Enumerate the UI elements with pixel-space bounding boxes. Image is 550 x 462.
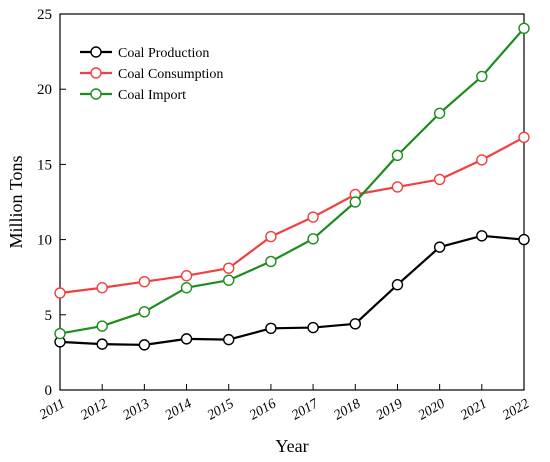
data-point-coal-import bbox=[391, 149, 404, 162]
data-point-coal-production bbox=[518, 233, 530, 246]
data-point-coal-consumption bbox=[265, 230, 277, 243]
data-point-coal-consumption bbox=[180, 269, 193, 282]
x-tick-label: 2015 bbox=[205, 396, 237, 423]
data-point-coal-production bbox=[349, 318, 361, 330]
data-point-coal-production bbox=[96, 338, 108, 350]
data-point-coal-production bbox=[223, 333, 235, 346]
x-tick-label: 2021 bbox=[458, 396, 490, 423]
y-axis-label: Million Tons bbox=[6, 156, 26, 249]
data-point-coal-consumption bbox=[307, 211, 319, 223]
x-tick-label: 2020 bbox=[416, 396, 448, 423]
legend-label-coal-consumption: Coal Consumption bbox=[118, 67, 223, 82]
data-point-coal-consumption bbox=[391, 181, 404, 193]
data-point-coal-import bbox=[223, 274, 235, 286]
x-tick-label: 2017 bbox=[289, 396, 322, 423]
x-tick-label: 2018 bbox=[332, 396, 364, 423]
x-axis-label: Year bbox=[275, 436, 308, 456]
y-tick-label: 0 bbox=[45, 383, 53, 399]
data-point-coal-production bbox=[265, 322, 277, 335]
legend-marker-coal-consumption bbox=[90, 67, 102, 79]
plot-frame bbox=[59, 13, 525, 391]
data-point-coal-import bbox=[180, 282, 193, 294]
legend-label-coal-import: Coal Import bbox=[118, 88, 186, 103]
data-point-coal-import bbox=[349, 196, 361, 208]
x-tick-label: 2014 bbox=[163, 396, 195, 423]
data-point-coal-production bbox=[307, 321, 319, 334]
series-line-coal-import bbox=[59, 27, 525, 335]
x-tick-label: 2011 bbox=[37, 396, 68, 422]
legend-marker-coal-production bbox=[90, 46, 102, 58]
data-point-coal-consumption bbox=[223, 262, 235, 274]
data-point-coal-production bbox=[391, 279, 404, 291]
data-point-coal-import bbox=[433, 107, 446, 119]
y-tick-label: 20 bbox=[37, 82, 52, 98]
x-tick-label: 2022 bbox=[500, 396, 532, 423]
data-point-coal-consumption bbox=[138, 276, 151, 288]
data-point-coal-consumption bbox=[433, 173, 446, 186]
legend-label-coal-production: Coal Production bbox=[118, 46, 209, 61]
data-point-coal-import bbox=[96, 320, 108, 332]
legend-marker-coal-import bbox=[90, 88, 102, 100]
data-point-coal-production bbox=[476, 230, 488, 242]
data-point-coal-import bbox=[518, 22, 530, 34]
data-point-coal-consumption bbox=[96, 282, 108, 294]
data-point-coal-production bbox=[180, 333, 193, 345]
data-point-coal-import bbox=[138, 306, 151, 318]
x-tick-label: 2013 bbox=[121, 396, 153, 423]
x-tick-label: 2019 bbox=[374, 396, 406, 423]
data-point-coal-import bbox=[307, 233, 319, 245]
y-tick-label: 15 bbox=[37, 157, 52, 173]
data-point-coal-import bbox=[265, 255, 277, 268]
series-line-coal-consumption bbox=[59, 136, 525, 295]
data-point-coal-import bbox=[476, 70, 488, 83]
data-point-coal-import bbox=[54, 327, 66, 340]
data-point-coal-production bbox=[433, 241, 446, 253]
data-point-coal-consumption bbox=[54, 287, 66, 299]
data-point-coal-consumption bbox=[476, 154, 488, 166]
data-point-coal-production bbox=[138, 339, 151, 351]
x-tick-label: 2012 bbox=[78, 396, 110, 423]
series-line-coal-production bbox=[59, 234, 525, 346]
data-point-coal-consumption bbox=[518, 131, 530, 144]
y-tick-label: 25 bbox=[37, 7, 52, 23]
x-tick-label: 2016 bbox=[247, 396, 279, 423]
y-tick-label: 10 bbox=[37, 233, 52, 249]
y-tick-label: 5 bbox=[45, 308, 53, 324]
plot-area: 0 5 10 15 20 25 2011 2012 2013 2014 2015 2016 2017 20… bbox=[37, 7, 532, 423]
